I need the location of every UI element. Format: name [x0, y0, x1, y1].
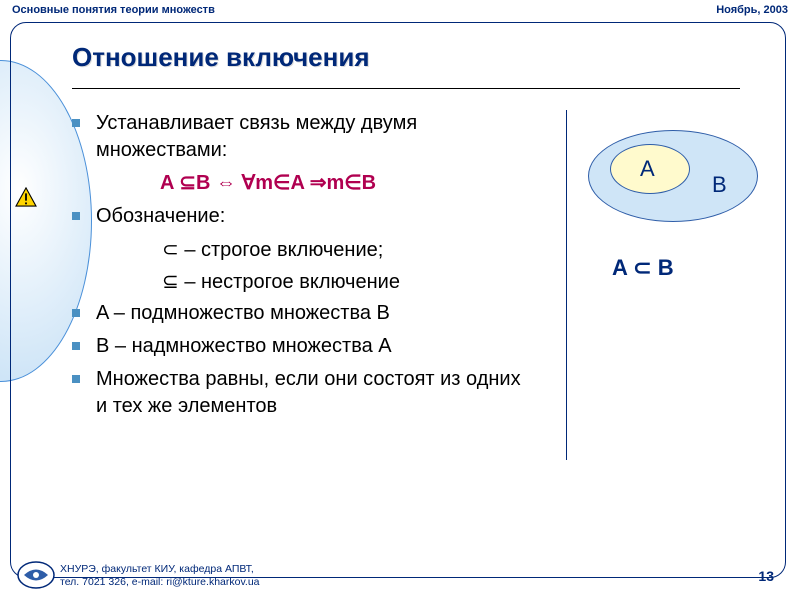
content-area: Устанавливает связь между двумя множеств… — [72, 110, 522, 426]
bullet-icon — [72, 309, 80, 317]
bullet-icon — [72, 212, 80, 220]
header-topic: Основные понятия теории множеств — [12, 4, 215, 16]
bullet-icon — [72, 375, 80, 383]
bullet-icon — [72, 342, 80, 350]
formula: A ⊆B ⇔ ∀m∈A ⇒m∈B — [160, 170, 522, 195]
set-a-label: A — [640, 156, 655, 182]
bullet-text: Устанавливает связь между двумя множеств… — [96, 110, 522, 164]
university-logo-icon — [16, 560, 56, 590]
title-underline — [72, 88, 740, 89]
header-date: Ноябрь, 2003 — [716, 4, 788, 16]
bullet-text: B – надмножество множества A — [96, 333, 392, 360]
bullet-text: A – подмножество множества B — [96, 300, 390, 327]
bullet-item: Обозначение: — [72, 203, 522, 230]
bullet-item: Множества равны, если они состоят из одн… — [72, 366, 522, 420]
bullet-item: A – подмножество множества B — [72, 300, 522, 327]
footer-line2: тел. 7021 326, e-mail: ri@kture.kharkov.… — [60, 576, 260, 588]
bullet-item: Устанавливает связь между двумя множеств… — [72, 110, 522, 164]
set-b-label: B — [712, 172, 727, 198]
bullet-text: Множества равны, если они состоят из одн… — [96, 366, 522, 420]
bullet-icon — [72, 119, 80, 127]
slide-title: Отношение включения — [72, 42, 370, 73]
sub-item: ⊂ – строгое включение; — [162, 236, 522, 264]
vertical-divider — [566, 110, 567, 460]
sub-item: ⊆ – нестрогое включение — [162, 268, 522, 296]
diagram-caption: A ⊂ B — [612, 255, 674, 281]
bullet-text: Обозначение: — [96, 203, 225, 230]
bullet-item: B – надмножество множества A — [72, 333, 522, 360]
venn-diagram: A B — [588, 130, 756, 220]
page-number: 13 — [758, 568, 774, 584]
footer-affiliation: ХНУРЭ, факультет КИУ, кафедра АПВТ, тел.… — [60, 563, 260, 590]
footer-line1: ХНУРЭ, факультет КИУ, кафедра АПВТ, — [60, 563, 254, 575]
warning-icon — [15, 187, 37, 207]
